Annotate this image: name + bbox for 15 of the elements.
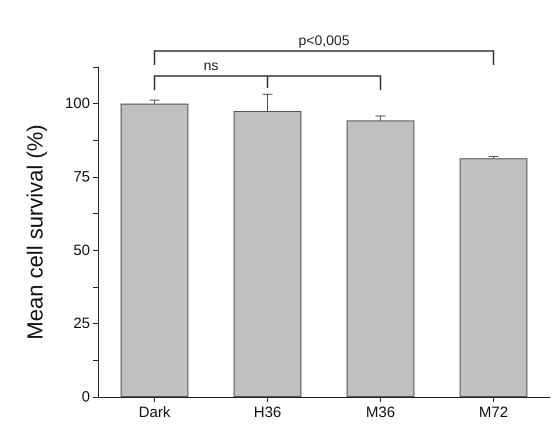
bar: [346, 120, 414, 397]
bar: [120, 104, 188, 397]
x-tick-label: M72: [478, 404, 508, 421]
text: p<0,005: [298, 32, 350, 48]
y-tick-label: 75: [73, 168, 90, 186]
x-tick-label: Dark: [138, 404, 171, 421]
y-axis-title: Mean cell survival (%): [22, 124, 48, 340]
x-tick-label: H36: [254, 404, 282, 421]
y-tick-label: 0: [82, 388, 90, 406]
y-tick-label: 100: [64, 95, 90, 112]
bar: [460, 158, 528, 397]
y-tick-label: 50: [73, 242, 90, 259]
annotation: ns: [204, 57, 218, 73]
y-tick-label: 25: [73, 315, 90, 332]
x-tick-label: M36: [366, 404, 396, 421]
